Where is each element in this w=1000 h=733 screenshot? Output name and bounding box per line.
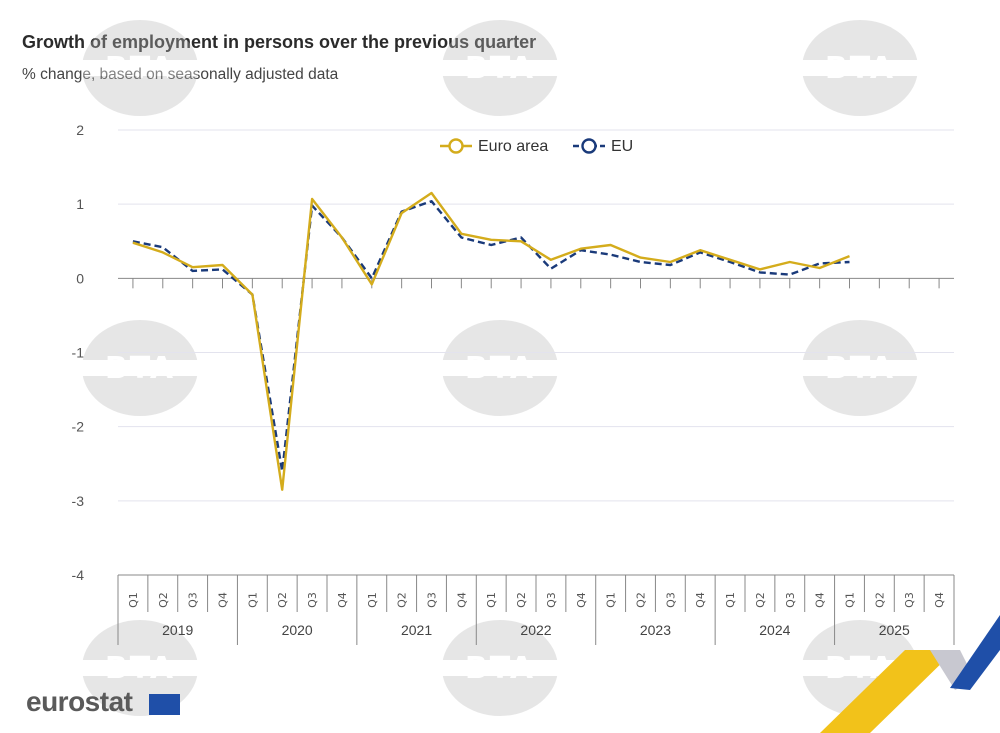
seal-shape <box>442 620 558 716</box>
quarter-tick-label: Q4 <box>575 592 588 608</box>
watermark-text: BTA <box>825 51 895 86</box>
year-tick-label: 2019 <box>162 622 193 638</box>
legend-label: Euro area <box>478 138 548 155</box>
corner-yellow-stripe <box>820 650 955 733</box>
quarter-tick-label: Q4 <box>217 592 230 608</box>
seal-shape <box>442 20 558 116</box>
watermark-seal: BTA <box>82 20 198 116</box>
quarter-tick-label: Q3 <box>545 592 558 608</box>
year-tick-label: 2021 <box>401 622 432 638</box>
watermark-text: BTA <box>825 351 895 386</box>
quarter-tick-label: Q3 <box>426 592 439 608</box>
seal-band <box>442 60 558 76</box>
quarter-tick-label: Q2 <box>396 592 409 608</box>
quarter-tick-label: Q3 <box>664 592 677 608</box>
watermark-seal: BTA <box>802 20 918 116</box>
quarter-tick-label: Q3 <box>306 592 319 608</box>
watermark-text: BTA <box>105 51 175 86</box>
quarter-tick-label: Q1 <box>485 592 498 608</box>
watermark-text: BTA <box>465 651 535 686</box>
eu-flag-icon <box>149 694 180 715</box>
legend: Euro area EU <box>440 138 633 155</box>
quarter-tick-label: Q4 <box>455 592 468 608</box>
quarter-tick-label: Q4 <box>933 592 946 608</box>
seal-band <box>802 60 918 76</box>
quarter-tick-label: Q4 <box>694 592 707 608</box>
watermark-seal: BTA <box>802 320 918 416</box>
seal-band <box>802 360 918 376</box>
seal-shape <box>802 320 918 416</box>
year-tick-label: 2022 <box>520 622 551 638</box>
seal-band <box>82 60 198 76</box>
quarter-tick-label: Q1 <box>844 592 857 608</box>
y-tick-label: 1 <box>76 196 84 212</box>
year-tick-label: 2023 <box>640 622 671 638</box>
quarter-tick-label: Q1 <box>127 592 140 608</box>
y-tick-label: 2 <box>76 122 84 138</box>
quarter-tick-label: Q2 <box>157 592 170 608</box>
quarter-tick-label: Q2 <box>635 592 648 608</box>
seal-shape <box>82 620 198 716</box>
series-line-euro-area <box>132 191 850 491</box>
y-tick-label: -1 <box>72 345 85 361</box>
watermark-seal: BTA <box>442 320 558 416</box>
seal-band <box>82 660 198 676</box>
watermark-text: BTA <box>465 51 535 86</box>
year-tick-label: 2025 <box>879 622 910 638</box>
quarter-tick-label: Q3 <box>903 592 916 608</box>
seal-band <box>82 360 198 376</box>
quarter-tick-label: Q2 <box>873 592 886 608</box>
quarter-tick-label: Q2 <box>754 592 767 608</box>
series-lines <box>132 191 850 491</box>
watermark-text: BTA <box>105 351 175 386</box>
chart-title: Growth of employment in persons over the… <box>22 32 537 52</box>
watermark-seal: BTA <box>442 620 558 716</box>
seal-shape <box>442 320 558 416</box>
watermark-seal: BTA <box>82 620 198 716</box>
quarter-tick-label: Q2 <box>276 592 289 608</box>
quarter-tick-label: Q4 <box>814 592 827 608</box>
eurostat-logo: eurostat <box>26 686 133 717</box>
quarter-tick-label: Q1 <box>724 592 737 608</box>
y-tick-label: -2 <box>72 419 85 435</box>
watermark-seal: BTA <box>442 20 558 116</box>
seal-shape <box>82 20 198 116</box>
seal-band <box>442 360 558 376</box>
quarter-tick-label: Q3 <box>784 592 797 608</box>
y-tick-label: -4 <box>72 567 85 583</box>
watermark-text: BTA <box>465 351 535 386</box>
quarter-tick-label: Q4 <box>336 592 349 608</box>
legend-label: EU <box>611 138 633 155</box>
chart-subtitle: % change, based on seasonally adjusted d… <box>22 66 339 83</box>
seal-shape <box>82 320 198 416</box>
year-tick-label: 2020 <box>282 622 313 638</box>
seal-shape <box>802 20 918 116</box>
quarter-tick-label: Q1 <box>366 592 379 608</box>
quarter-tick-label: Q3 <box>187 592 200 608</box>
grid-lines <box>118 129 954 576</box>
legend-swatch-marker <box>581 138 597 154</box>
legend-item-eu: EU <box>573 138 633 155</box>
y-tick-label: -3 <box>72 493 85 509</box>
quarter-tick-label: Q1 <box>246 592 259 608</box>
seal-band <box>442 660 558 676</box>
legend-item-euro-area: Euro area <box>440 138 548 155</box>
quarter-tick-label: Q2 <box>515 592 528 608</box>
watermark-seal: BTA <box>82 320 198 416</box>
legend-swatch-marker <box>448 138 464 154</box>
corner-blue-stripe <box>950 615 1000 690</box>
year-tick-label: 2024 <box>759 622 790 638</box>
y-axis: 2 1 0 -1 -2 -3 -4 <box>72 122 85 583</box>
watermark-text: BTA <box>105 651 175 686</box>
y-tick-label: 0 <box>76 270 84 286</box>
corner-decoration <box>820 615 1000 733</box>
quarter-tick-label: Q1 <box>605 592 618 608</box>
x-axis: Q1 Q2 Q3 Q4 Q1 Q2 Q3 Q4 Q1 Q2 Q3 Q4 Q1 Q2 Q3 Q4 Q1 Q2 Q3 Q4… <box>117 574 955 645</box>
